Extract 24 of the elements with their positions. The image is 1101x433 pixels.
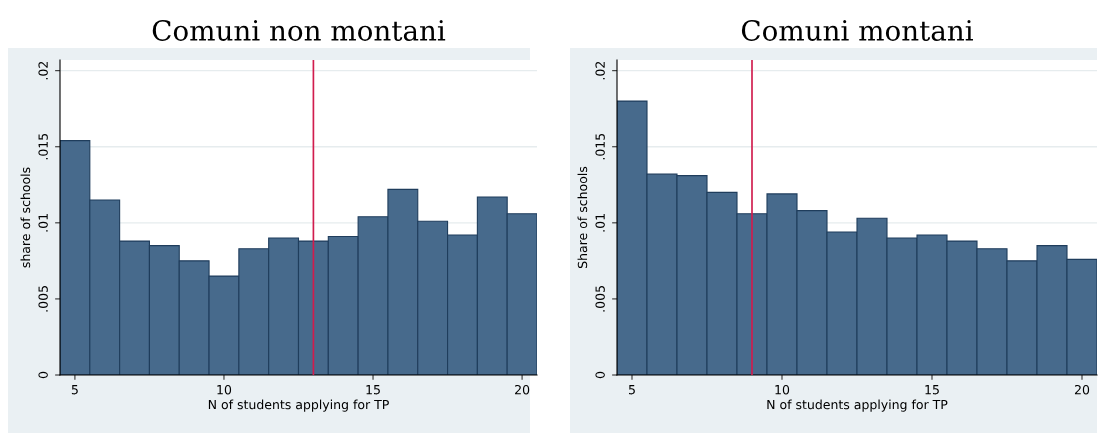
y-tick-label: 0 bbox=[38, 371, 48, 379]
x-tick-label: 5 bbox=[71, 385, 78, 395]
x-tick-label: 10 bbox=[217, 384, 232, 395]
chart-title: Comuni montani bbox=[741, 19, 973, 41]
y-tick-label: 0 bbox=[595, 371, 605, 379]
chart-title: Comuni non montani bbox=[152, 19, 446, 41]
y-tick-label: .005 bbox=[595, 286, 605, 312]
y-tick-label: .005 bbox=[38, 286, 48, 312]
y-tick-label: .015 bbox=[595, 133, 605, 160]
x-tick-label: 15 bbox=[366, 385, 380, 395]
x-axis-title: N of students applying for TP bbox=[767, 399, 948, 412]
x-tick-label: 15 bbox=[925, 385, 939, 395]
y-tick-label: .01 bbox=[595, 214, 605, 232]
y-tick-label: .02 bbox=[595, 61, 605, 80]
y-tick-label: .02 bbox=[38, 61, 48, 80]
x-axis-title: N of students applying for TP bbox=[208, 399, 389, 412]
y-axis-title: share of schools bbox=[20, 167, 31, 268]
x-tick-label: 5 bbox=[628, 385, 635, 395]
y-axis-title: Share of schools bbox=[577, 166, 588, 268]
x-tick-label: 10 bbox=[775, 384, 790, 395]
y-tick-label: .015 bbox=[38, 133, 48, 160]
y-tick-label: .01 bbox=[38, 214, 48, 232]
x-tick-label: 20 bbox=[1074, 384, 1090, 395]
x-tick-label: 20 bbox=[515, 384, 530, 395]
